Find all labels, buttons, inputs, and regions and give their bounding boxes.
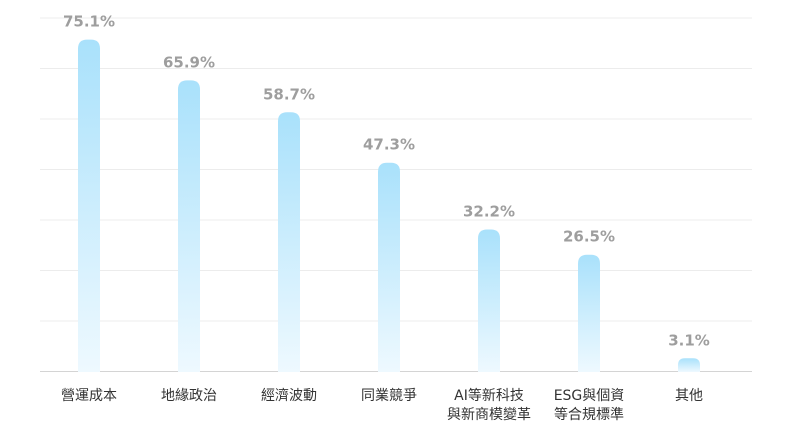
value-label-2: 65.9%	[163, 53, 215, 71]
category-label-5-line-1: AI等新科技	[454, 387, 524, 404]
bar-1	[78, 39, 100, 373]
value-label-3: 58.7%	[263, 85, 315, 103]
category-label-5-line-2: 與新商模變革	[447, 407, 531, 423]
bars	[78, 39, 700, 373]
value-label-7: 3.1%	[668, 331, 710, 349]
value-label-5: 32.2%	[463, 203, 515, 221]
category-label-6-line-2: 等合規標準	[554, 406, 624, 423]
value-label-4: 47.3%	[363, 136, 415, 154]
category-label-2: 地緣政治	[161, 388, 217, 404]
bar-4	[378, 162, 400, 372]
bar-5	[478, 229, 500, 372]
category-label-4: 同業競爭	[361, 388, 417, 404]
category-label-3: 經濟波動	[261, 388, 317, 404]
value-label-1: 75.1%	[63, 13, 115, 31]
value-labels: 75.1% 65.9% 58.7% 47.3% 32.2% 26.5% 3.1%	[63, 13, 710, 350]
category-label-1: 營運成本	[61, 388, 117, 404]
bar-7	[678, 358, 700, 372]
bar-6	[578, 254, 600, 372]
category-label-7: 其他	[675, 388, 703, 404]
bar-2	[178, 80, 200, 372]
bar-3	[278, 112, 300, 372]
value-label-6: 26.5%	[563, 228, 615, 246]
category-label-6-line-1: ESG與個資	[554, 388, 625, 404]
